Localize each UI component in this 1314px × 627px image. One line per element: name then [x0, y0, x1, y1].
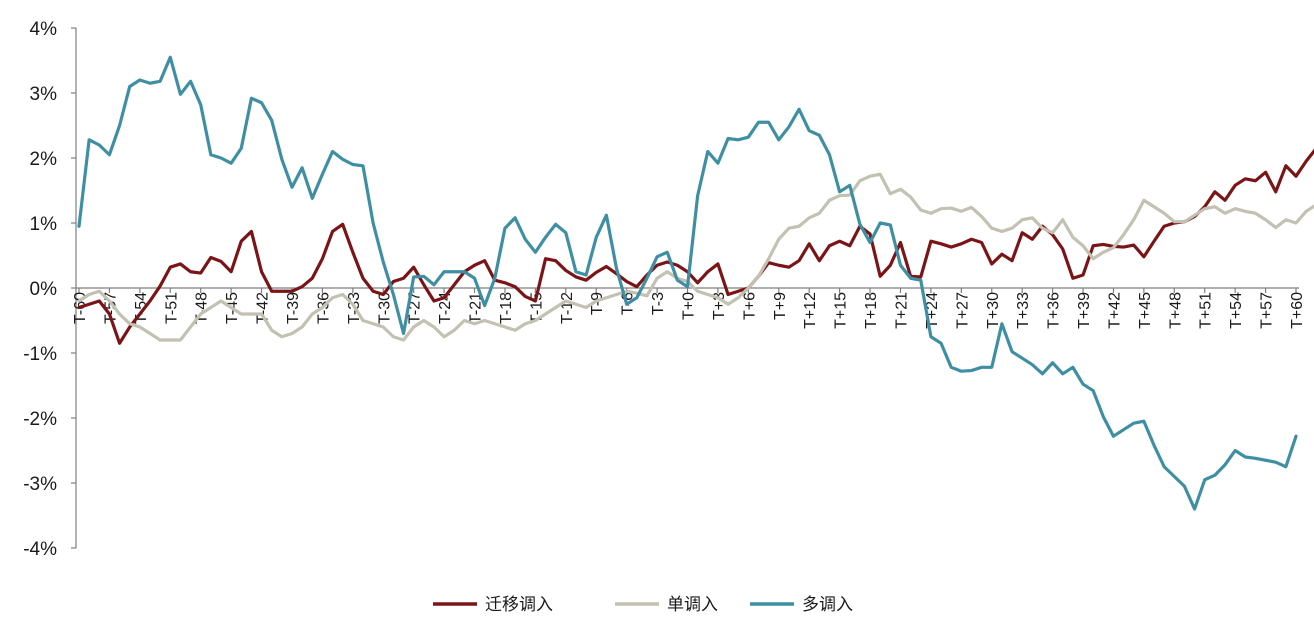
legend-label: 单调入 — [667, 595, 718, 615]
x-tick-label: T-18 — [498, 292, 515, 324]
x-tick-label: T+57 — [1259, 292, 1276, 329]
series-lines — [77, 55, 1314, 511]
x-tick-label: T+51 — [1198, 292, 1215, 329]
y-tick-label: 1% — [30, 214, 58, 235]
x-tick-label: T+15 — [833, 292, 850, 329]
x-tick-label: T-3 — [650, 292, 667, 315]
legend-label: 多调入 — [802, 595, 853, 615]
x-tick-label: T+36 — [1046, 292, 1063, 329]
x-tick-label: T+39 — [1076, 292, 1093, 329]
x-tick-label: T+54 — [1228, 292, 1245, 329]
y-tick-label: -2% — [23, 409, 57, 430]
series-line-2 — [77, 55, 1298, 511]
x-tick-label: T-51 — [163, 292, 180, 324]
x-tick-label: T+45 — [1137, 292, 1154, 329]
x-tick-label: T-21 — [468, 292, 485, 324]
x-tick-label: T+42 — [1106, 292, 1123, 329]
y-tick-label: -4% — [23, 539, 57, 560]
x-tick-label: T+33 — [1015, 292, 1032, 329]
x-tick-label: T-12 — [559, 292, 576, 324]
y-tick-label: 2% — [30, 149, 58, 170]
x-tick-label: T+3 — [711, 292, 728, 320]
y-tick-label: -3% — [23, 474, 57, 495]
y-axis: 4% 3% 2% 1% 0% -1% -2% -3% -4% — [23, 19, 77, 560]
x-tick-label: T+60 — [1289, 292, 1306, 329]
x-tick-label: T+9 — [772, 292, 789, 320]
x-tick-label: T+12 — [802, 292, 819, 329]
y-tick-label: 0% — [30, 279, 58, 300]
x-tick-label: T+6 — [741, 292, 758, 320]
x-tick-label: T+0 — [681, 292, 698, 320]
x-tick-label: T+27 — [954, 292, 971, 329]
legend: 迁移调入 单调入 多调入 — [433, 595, 853, 615]
legend-label: 迁移调入 — [485, 595, 553, 615]
x-tick-label: T-39 — [285, 292, 302, 324]
x-axis: T-60 T-57 T-54 T-51 T-48 T-45 T-42 T-39 T-36 T-33… — [72, 287, 1306, 329]
y-tick-label: 3% — [30, 84, 58, 105]
x-tick-label: T+21 — [893, 292, 910, 329]
x-tick-label: T-30 — [376, 292, 393, 324]
x-tick-label: T+18 — [863, 292, 880, 329]
series-line-1 — [77, 172, 1314, 342]
x-tick-label: T+48 — [1167, 292, 1184, 329]
y-tick-label: -1% — [23, 344, 57, 365]
x-tick-label: T-42 — [255, 292, 272, 324]
x-tick-label: T+30 — [985, 292, 1002, 329]
y-tick-label: 4% — [30, 19, 58, 40]
